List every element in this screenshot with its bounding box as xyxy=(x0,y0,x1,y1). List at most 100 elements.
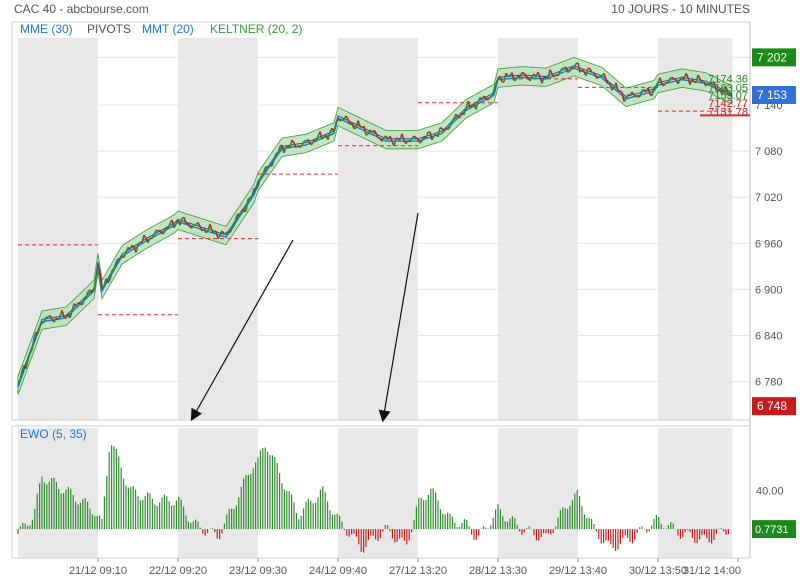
price-segment xyxy=(157,229,161,232)
price-segment xyxy=(521,71,525,74)
price-segment xyxy=(381,136,385,142)
ewo-session-shade xyxy=(18,428,98,558)
price-segment xyxy=(163,227,167,234)
price-segment xyxy=(729,93,733,97)
price-segment xyxy=(93,278,97,290)
price-segment xyxy=(633,94,637,98)
legend-keltner[interactable]: KELTNER (20, 2) xyxy=(210,22,302,36)
price-segment xyxy=(217,235,221,240)
legend-pivots[interactable]: PIVOTS xyxy=(87,22,131,36)
price-segment xyxy=(103,278,107,287)
price-segment xyxy=(519,72,523,77)
price-badge xyxy=(752,397,796,416)
ewo-tick-label: 40.00 xyxy=(756,486,784,498)
price-segment xyxy=(247,197,251,201)
price-segment xyxy=(141,234,145,244)
price-segment xyxy=(469,104,473,109)
annotation-arrow xyxy=(378,212,419,423)
price-segment xyxy=(151,234,155,239)
price-segment xyxy=(61,309,65,318)
price-segment xyxy=(573,63,577,70)
price-segment xyxy=(125,247,129,253)
price-segment xyxy=(581,69,585,73)
price-segment xyxy=(483,95,487,100)
price-segment xyxy=(655,81,659,87)
session-shading xyxy=(18,38,733,558)
price-segment xyxy=(647,87,651,95)
price-segment xyxy=(63,316,67,319)
price-segment xyxy=(467,101,471,108)
price-segment xyxy=(397,138,401,141)
price-segment xyxy=(259,176,263,180)
annotation-arrow xyxy=(190,239,294,422)
price-segment xyxy=(663,82,667,87)
price-segment xyxy=(425,131,429,139)
price-segment xyxy=(603,73,607,80)
price-segment xyxy=(261,170,265,178)
price-segment xyxy=(711,81,715,84)
price-segment xyxy=(377,136,381,140)
price-badge-label: 6 748 xyxy=(757,399,787,413)
price-segment xyxy=(71,303,75,312)
period-label[interactable]: 10 JOURS - 10 MINUTES xyxy=(611,2,750,16)
price-segment xyxy=(121,255,125,259)
price-segment xyxy=(363,126,367,136)
price-segment xyxy=(375,132,379,138)
price-segment xyxy=(315,136,319,143)
price-segment xyxy=(545,76,549,79)
price-segment xyxy=(205,230,209,234)
price-segment xyxy=(621,92,625,102)
price-segment xyxy=(669,76,673,80)
price-segment xyxy=(69,310,73,319)
pivot-lines xyxy=(18,78,733,316)
price-segment xyxy=(431,135,435,141)
x-tick-label: 22/12 09:20 xyxy=(149,565,207,577)
price-segment xyxy=(267,164,271,168)
price-segment xyxy=(301,140,305,146)
price-segment xyxy=(541,76,545,84)
price-segment xyxy=(277,145,281,154)
price-segment xyxy=(725,86,729,96)
y-tick-label: 6 900 xyxy=(755,284,783,296)
price-segment xyxy=(319,131,323,140)
x-tick-label: 23/12 09:30 xyxy=(229,565,287,577)
price-segment xyxy=(457,116,461,119)
price-segment xyxy=(529,76,533,82)
legend-mmt[interactable]: MMT (20) xyxy=(142,22,194,36)
price-segment xyxy=(715,88,719,92)
price-segment xyxy=(307,139,311,145)
price-segment xyxy=(671,76,675,80)
price-segment xyxy=(511,72,515,81)
price-segment xyxy=(19,371,23,381)
price-segment xyxy=(255,186,259,191)
price-segment xyxy=(593,72,597,78)
price-segment xyxy=(37,325,41,334)
grid xyxy=(18,56,750,383)
ewo-histogram xyxy=(17,445,732,553)
price-segment xyxy=(285,145,289,149)
price-segment xyxy=(191,224,195,229)
price-segment xyxy=(27,352,31,361)
price-segment xyxy=(411,135,415,139)
ewo-session-shade xyxy=(178,428,258,558)
price-segment xyxy=(641,88,645,91)
price-segment xyxy=(449,120,453,127)
price-segment xyxy=(239,209,243,216)
price-segment xyxy=(227,231,231,234)
x-tick-label: 27/12 13:20 xyxy=(389,565,447,577)
price-segment xyxy=(393,137,397,147)
price-segment xyxy=(537,71,541,78)
price-segment xyxy=(689,79,693,86)
x-tick-label: 28/12 13:30 xyxy=(469,565,527,577)
price-segment xyxy=(691,79,695,83)
price-segment xyxy=(413,135,417,139)
legend-mme[interactable]: MME (30) xyxy=(20,22,73,36)
price-segment xyxy=(365,133,369,136)
x-tick-label: 24/12 09:40 xyxy=(309,565,367,577)
pivot-value-label: 7174.36 xyxy=(708,74,748,86)
price-badge-label: 7 153 xyxy=(757,88,787,102)
price-segment xyxy=(187,222,191,228)
price-segment xyxy=(223,232,227,235)
price-segment xyxy=(409,137,413,143)
